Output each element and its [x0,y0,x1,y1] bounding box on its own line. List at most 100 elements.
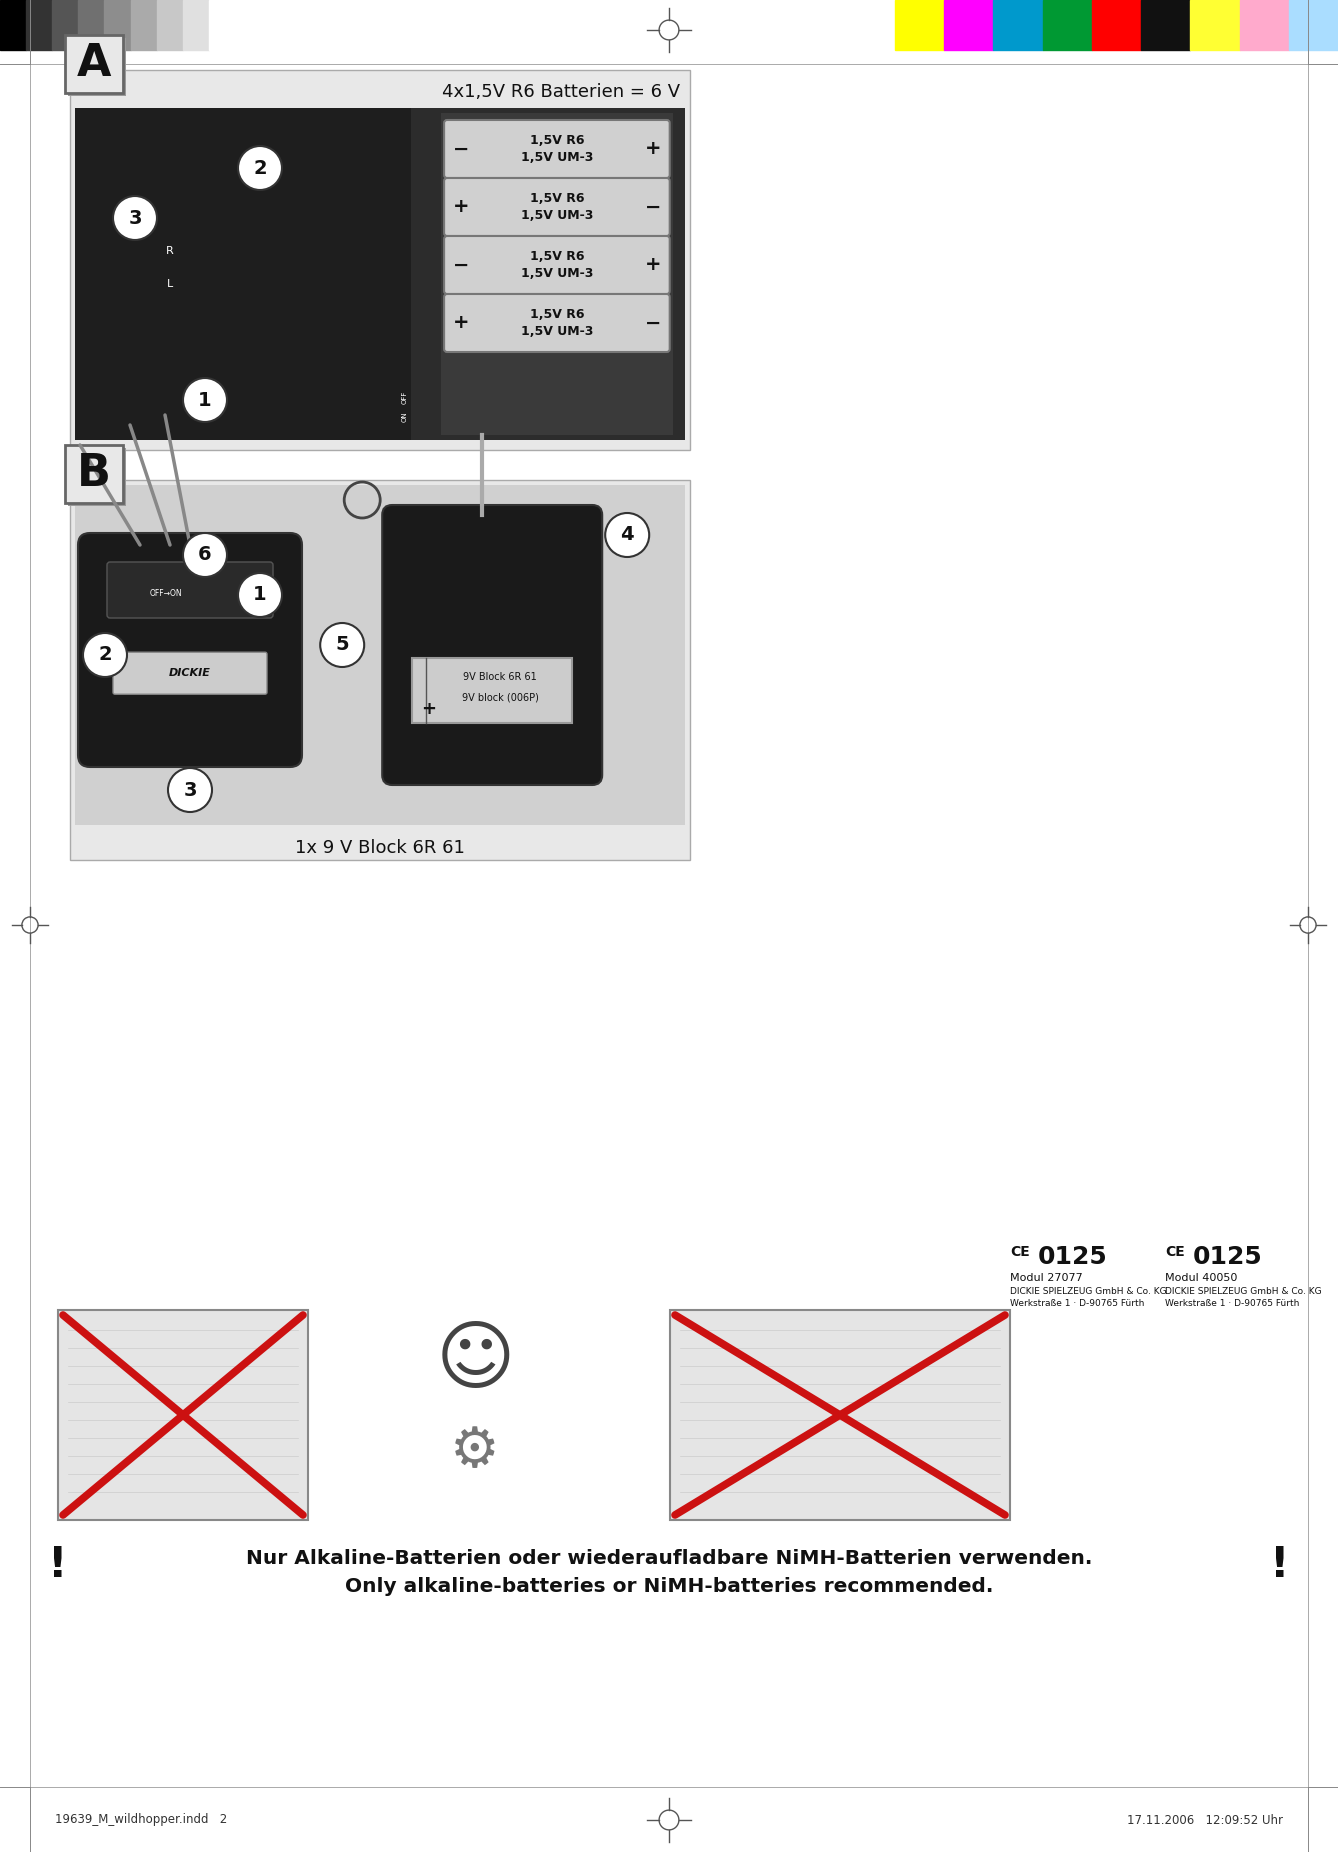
Text: 1,5V UM-3: 1,5V UM-3 [520,267,593,280]
Circle shape [169,769,211,811]
Text: 1x 9 V Block 6R 61: 1x 9 V Block 6R 61 [296,839,464,857]
Text: 1,5V UM-3: 1,5V UM-3 [520,209,593,222]
Circle shape [112,196,157,241]
Bar [895,0,945,50]
Circle shape [183,378,227,422]
Text: A: A [76,43,111,85]
FancyBboxPatch shape [444,235,670,294]
Text: 4x1,5V R6 Batterien = 6 V: 4x1,5V R6 Batterien = 6 V [442,83,680,102]
Text: 1,5V R6: 1,5V R6 [530,307,585,320]
Text: 1: 1 [253,585,266,604]
Text: ⚙: ⚙ [450,1424,500,1480]
Text: 1,5V UM-3: 1,5V UM-3 [520,152,593,165]
Text: R: R [166,246,174,256]
FancyBboxPatch shape [112,652,268,694]
Bar [75,107,685,441]
Bar [68,448,126,506]
Bar [104,0,131,50]
Text: Modul 27077: Modul 27077 [1010,1272,1082,1283]
Bar [52,0,79,50]
Bar [79,0,104,50]
Circle shape [238,572,282,617]
Bar [157,0,183,50]
FancyBboxPatch shape [78,533,302,767]
Bar [68,39,126,96]
Text: 2: 2 [253,159,266,178]
Text: CE: CE [1165,1245,1184,1259]
Text: Werkstraße 1 · D-90765 Fürth: Werkstraße 1 · D-90765 Fürth [1010,1298,1144,1308]
Text: !: ! [48,1545,68,1585]
Text: 9V Block 6R 61: 9V Block 6R 61 [463,672,537,683]
Text: 1: 1 [198,391,211,409]
Text: DICKIE: DICKIE [169,669,211,678]
Text: +: + [420,700,436,719]
Text: 6: 6 [198,546,211,565]
Text: 2: 2 [98,646,112,665]
Bar [66,444,123,504]
Text: −: − [645,198,661,217]
Bar [183,0,209,50]
Text: −: − [452,139,470,159]
Text: ☺: ☺ [435,1324,515,1398]
Text: DICKIE SPIELZEUG GmbH & Co. KG: DICKIE SPIELZEUG GmbH & Co. KG [1165,1287,1322,1296]
Bar [355,1270,595,1530]
Text: ON: ON [401,411,407,422]
Bar [1141,0,1191,50]
Bar [1191,0,1239,50]
Bar [1288,0,1338,50]
Bar [993,0,1042,50]
Bar [58,1309,308,1520]
Circle shape [183,533,227,578]
Text: −: − [452,256,470,274]
Text: 5: 5 [336,635,349,654]
FancyBboxPatch shape [444,120,670,178]
Bar [131,0,157,50]
Text: 1,5V R6: 1,5V R6 [530,250,585,263]
Text: OFF: OFF [401,391,407,404]
Bar [442,113,673,435]
Bar [75,485,685,824]
Text: 1,5V R6: 1,5V R6 [530,133,585,146]
Bar [27,0,52,50]
Text: 1,5V UM-3: 1,5V UM-3 [520,326,593,339]
Circle shape [83,633,127,678]
Text: Nur Alkaline-Batterien oder wiederaufladbare NiMH-Batterien verwenden.: Nur Alkaline-Batterien oder wiederauflad… [246,1548,1092,1567]
Bar [0,0,27,50]
Bar [1092,0,1141,50]
FancyBboxPatch shape [444,178,670,235]
Text: +: + [645,139,661,159]
Text: +: + [645,256,661,274]
Text: 0125: 0125 [1193,1245,1263,1269]
Text: DICKIE SPIELZEUG GmbH & Co. KG: DICKIE SPIELZEUG GmbH & Co. KG [1010,1287,1167,1296]
Text: Werkstraße 1 · D-90765 Fürth: Werkstraße 1 · D-90765 Fürth [1165,1298,1299,1308]
Text: 17.11.2006   12:09:52 Uhr: 17.11.2006 12:09:52 Uhr [1127,1813,1283,1826]
Text: !: ! [1270,1545,1290,1585]
Text: 0125: 0125 [1038,1245,1108,1269]
Text: 1,5V R6: 1,5V R6 [530,191,585,206]
Bar [209,0,235,50]
Text: 3: 3 [128,209,142,228]
Bar [1042,0,1092,50]
Text: Only alkaline-batteries or NiMH-batteries recommended.: Only alkaline-batteries or NiMH-batterie… [345,1576,993,1596]
Text: Modul 40050: Modul 40050 [1165,1272,1238,1283]
Bar [75,107,411,441]
Text: OFF→ON: OFF→ON [150,589,182,598]
Text: 9V block (006P): 9V block (006P) [462,693,539,702]
Circle shape [320,622,364,667]
FancyBboxPatch shape [383,506,602,785]
Text: +: + [452,313,470,333]
Bar [70,70,690,450]
Text: +: + [452,198,470,217]
FancyBboxPatch shape [107,561,273,619]
Circle shape [238,146,282,191]
Text: −: − [645,313,661,333]
Bar [412,657,573,722]
Text: 19639_M_wildhopper.indd   2: 19639_M_wildhopper.indd 2 [55,1813,227,1826]
Bar [66,35,123,93]
Circle shape [605,513,649,557]
Text: 3: 3 [183,780,197,800]
Bar [70,480,690,859]
Bar [945,0,993,50]
Text: L: L [167,280,173,289]
Bar [670,1309,1010,1520]
